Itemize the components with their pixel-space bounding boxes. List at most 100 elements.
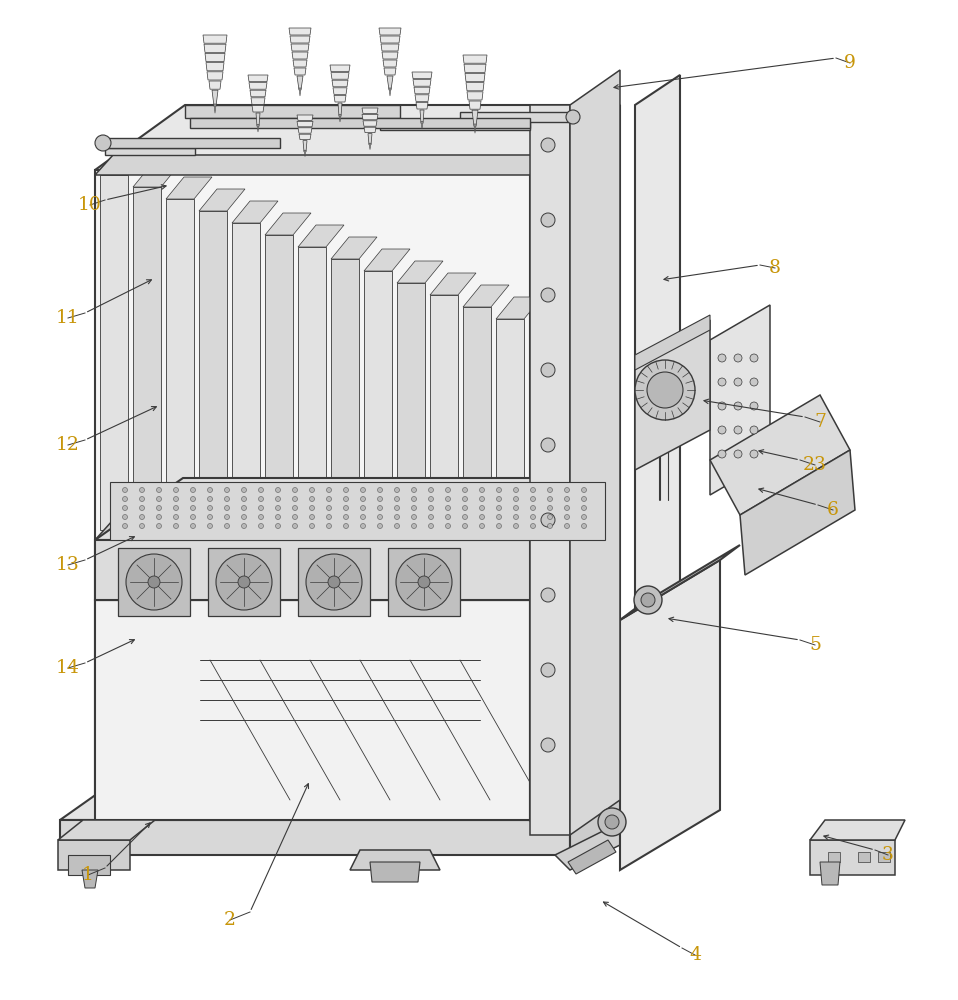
Circle shape xyxy=(241,488,246,492)
Polygon shape xyxy=(496,297,542,319)
Polygon shape xyxy=(416,102,428,109)
Circle shape xyxy=(463,488,468,492)
Text: 5: 5 xyxy=(809,636,821,654)
Circle shape xyxy=(360,496,366,502)
Polygon shape xyxy=(304,150,306,157)
Polygon shape xyxy=(334,95,346,102)
Circle shape xyxy=(541,138,555,152)
Circle shape xyxy=(327,524,331,528)
Circle shape xyxy=(241,514,246,520)
Polygon shape xyxy=(364,271,392,610)
Circle shape xyxy=(309,496,314,502)
Circle shape xyxy=(309,524,314,528)
Circle shape xyxy=(292,514,298,520)
Polygon shape xyxy=(166,177,212,199)
Circle shape xyxy=(412,524,417,528)
Circle shape xyxy=(140,496,145,502)
Circle shape xyxy=(360,524,366,528)
Polygon shape xyxy=(265,235,293,580)
Text: 13: 13 xyxy=(57,556,80,574)
Circle shape xyxy=(635,360,695,420)
Circle shape xyxy=(191,514,195,520)
Circle shape xyxy=(463,524,468,528)
Circle shape xyxy=(513,506,518,510)
Circle shape xyxy=(123,488,127,492)
Circle shape xyxy=(541,663,555,677)
Circle shape xyxy=(140,488,145,492)
Circle shape xyxy=(156,488,162,492)
Text: 2: 2 xyxy=(224,911,236,929)
Polygon shape xyxy=(363,121,377,126)
Polygon shape xyxy=(251,98,265,104)
Circle shape xyxy=(327,514,331,520)
Circle shape xyxy=(718,402,726,410)
Circle shape xyxy=(564,488,569,492)
Circle shape xyxy=(344,506,349,510)
Circle shape xyxy=(395,506,399,510)
Circle shape xyxy=(259,524,263,528)
Circle shape xyxy=(531,506,536,510)
Polygon shape xyxy=(474,124,476,133)
Circle shape xyxy=(412,506,417,510)
Polygon shape xyxy=(95,170,530,835)
Circle shape xyxy=(156,514,162,520)
Circle shape xyxy=(564,514,569,520)
Polygon shape xyxy=(95,540,530,600)
Circle shape xyxy=(208,506,213,510)
Circle shape xyxy=(564,506,569,510)
Polygon shape xyxy=(212,90,218,106)
Circle shape xyxy=(140,514,145,520)
Text: 4: 4 xyxy=(689,946,701,964)
Polygon shape xyxy=(430,295,458,630)
Polygon shape xyxy=(331,73,349,79)
Circle shape xyxy=(377,488,382,492)
Circle shape xyxy=(224,488,230,492)
Polygon shape xyxy=(820,862,840,885)
Circle shape xyxy=(156,524,162,528)
Polygon shape xyxy=(389,88,391,96)
Circle shape xyxy=(548,524,553,528)
Circle shape xyxy=(496,488,501,492)
Circle shape xyxy=(541,213,555,227)
Polygon shape xyxy=(388,548,460,616)
Circle shape xyxy=(428,506,434,510)
Circle shape xyxy=(566,110,580,124)
Polygon shape xyxy=(208,548,280,616)
Polygon shape xyxy=(292,52,308,59)
Polygon shape xyxy=(95,155,548,175)
Text: 3: 3 xyxy=(882,846,894,864)
Polygon shape xyxy=(299,134,311,140)
Circle shape xyxy=(541,438,555,452)
Circle shape xyxy=(173,506,178,510)
Circle shape xyxy=(377,506,382,510)
Polygon shape xyxy=(333,88,347,94)
Circle shape xyxy=(259,506,263,510)
Circle shape xyxy=(156,506,162,510)
Circle shape xyxy=(734,354,742,362)
Circle shape xyxy=(377,496,382,502)
Polygon shape xyxy=(463,55,487,63)
Circle shape xyxy=(445,488,450,492)
Circle shape xyxy=(412,488,417,492)
Circle shape xyxy=(445,514,450,520)
Circle shape xyxy=(123,506,127,510)
Polygon shape xyxy=(209,81,221,89)
Circle shape xyxy=(173,488,178,492)
Circle shape xyxy=(216,554,272,610)
Circle shape xyxy=(292,488,298,492)
Circle shape xyxy=(95,135,111,151)
Circle shape xyxy=(327,488,331,492)
Circle shape xyxy=(360,506,366,510)
Circle shape xyxy=(531,488,536,492)
Circle shape xyxy=(395,488,399,492)
Polygon shape xyxy=(303,141,307,152)
Circle shape xyxy=(377,514,382,520)
Circle shape xyxy=(395,496,399,502)
Circle shape xyxy=(327,506,331,510)
Polygon shape xyxy=(414,87,430,94)
Polygon shape xyxy=(265,213,311,235)
Circle shape xyxy=(496,506,501,510)
Text: 23: 23 xyxy=(803,456,827,474)
Polygon shape xyxy=(568,840,616,874)
Circle shape xyxy=(208,496,213,502)
